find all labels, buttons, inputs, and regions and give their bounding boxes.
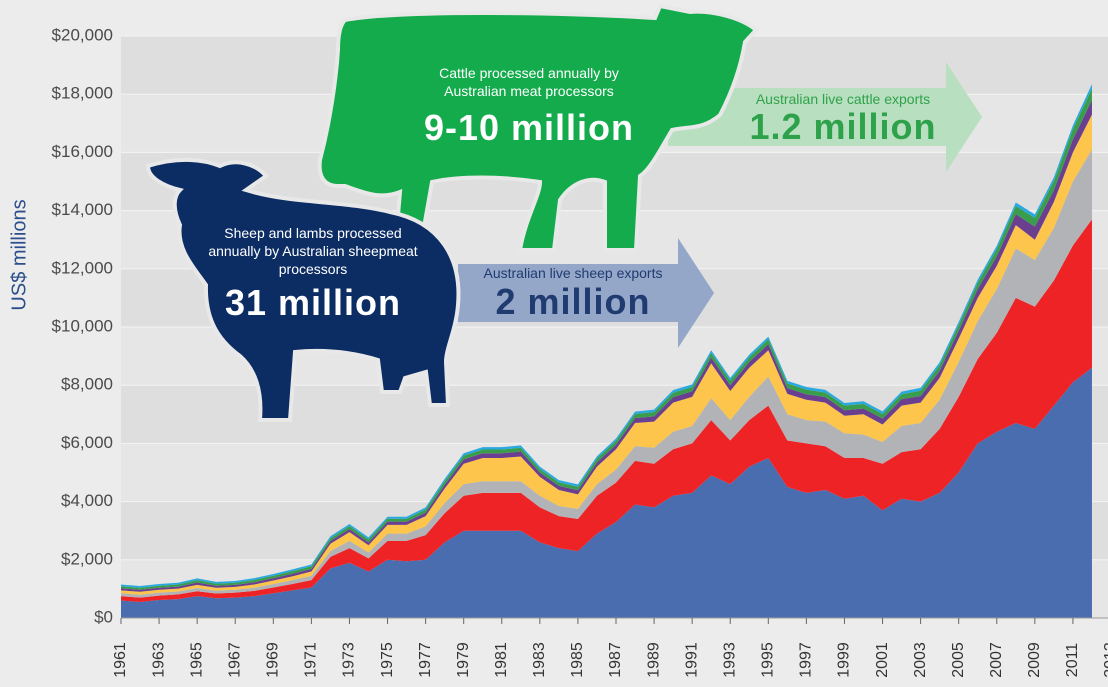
sheep-export-text: Australian live sheep exports bbox=[483, 265, 663, 281]
x-tick-label: 1965 bbox=[188, 642, 205, 678]
y-tick-label: $4,000 bbox=[61, 491, 113, 510]
x-tick-label: 2007 bbox=[988, 642, 1005, 678]
cattle-arrow bbox=[668, 62, 982, 172]
x-tick-label: 1995 bbox=[760, 642, 777, 678]
sheep-arrow bbox=[458, 238, 714, 348]
y-tick-label: $6,000 bbox=[61, 433, 113, 452]
y-tick-label: $2,000 bbox=[61, 549, 113, 568]
x-tick-label: 2011 bbox=[1064, 643, 1081, 678]
x-tick-label: 2013 bbox=[1102, 642, 1108, 678]
sheep-silhouette bbox=[145, 157, 461, 422]
x-tick-label: 1977 bbox=[417, 642, 434, 678]
axes: $0 $2,000 $4,000 $6,000 $8,000 $10,000 $12,000… bbox=[52, 25, 1108, 678]
y-tick-label: $12,000 bbox=[52, 258, 113, 277]
x-tick-label: 1969 bbox=[265, 642, 282, 678]
x-tick-label: 2005 bbox=[950, 642, 967, 678]
area bbox=[121, 367, 1092, 618]
x-tick-label: 2003 bbox=[912, 642, 929, 678]
y-tick-label: $18,000 bbox=[52, 84, 113, 103]
cattle-export-text: Australian live cattle exports bbox=[755, 91, 931, 107]
x-tick-label: 1963 bbox=[150, 642, 167, 678]
y-tick-label: $16,000 bbox=[52, 142, 113, 161]
x-tick-label: 1967 bbox=[226, 642, 243, 678]
y-tick-label: $20,000 bbox=[52, 25, 113, 44]
cattle-export-figure: 1.2 million bbox=[749, 106, 937, 147]
cattle-silhouette bbox=[317, 3, 759, 252]
x-tick-label: 1989 bbox=[645, 642, 662, 678]
x-tick-label: 1985 bbox=[569, 642, 586, 678]
x-tick-label: 1991 bbox=[683, 642, 700, 678]
y-tick-label: $14,000 bbox=[52, 200, 113, 219]
x-tick-label: 1999 bbox=[836, 642, 853, 678]
x-tick-label: 1983 bbox=[531, 642, 548, 678]
areas bbox=[121, 84, 1092, 618]
y-tick-label: $0 bbox=[94, 607, 113, 626]
x-tick-label: 1987 bbox=[607, 642, 624, 678]
x-tick-label: 1975 bbox=[379, 642, 396, 678]
cattle-text: Cattle processed annually by Australian … bbox=[439, 65, 619, 99]
x-tick-label: 1981 bbox=[493, 642, 510, 678]
x-tick-label: 1971 bbox=[303, 642, 320, 678]
x-tick-label: 1961 bbox=[112, 642, 129, 678]
x-tick-label: 2001 bbox=[874, 642, 891, 678]
y-tick-label: $8,000 bbox=[61, 375, 113, 394]
x-tick-label: 1993 bbox=[721, 642, 738, 678]
x-tick-label: 2009 bbox=[1026, 642, 1043, 678]
x-tick-label: 1997 bbox=[798, 642, 815, 678]
y-axis-label: US$ millions bbox=[8, 199, 30, 310]
x-tick-label: 1979 bbox=[455, 642, 472, 678]
y-tick-label: $10,000 bbox=[52, 316, 113, 335]
x-tick-label: 1973 bbox=[341, 642, 358, 678]
cattle-figure: 9-10 million bbox=[423, 107, 635, 148]
sheep-export-figure: 2 million bbox=[495, 281, 651, 322]
area bbox=[121, 219, 1092, 602]
sheep-figure: 31 million bbox=[224, 282, 402, 323]
sheep-text: Sheep and lambs processed annually by Au… bbox=[208, 225, 418, 277]
